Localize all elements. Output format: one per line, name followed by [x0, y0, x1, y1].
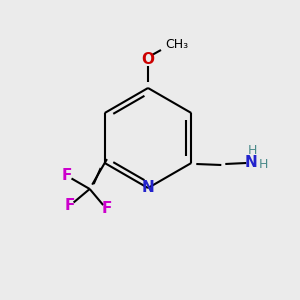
Text: F: F — [101, 201, 112, 216]
Text: N: N — [245, 154, 258, 169]
Text: F: F — [62, 169, 72, 184]
Text: O: O — [142, 52, 154, 67]
Text: H: H — [259, 158, 268, 170]
Text: H: H — [248, 143, 257, 157]
Text: CH₃: CH₃ — [165, 38, 188, 50]
Text: F: F — [64, 198, 75, 213]
Text: N: N — [142, 181, 154, 196]
